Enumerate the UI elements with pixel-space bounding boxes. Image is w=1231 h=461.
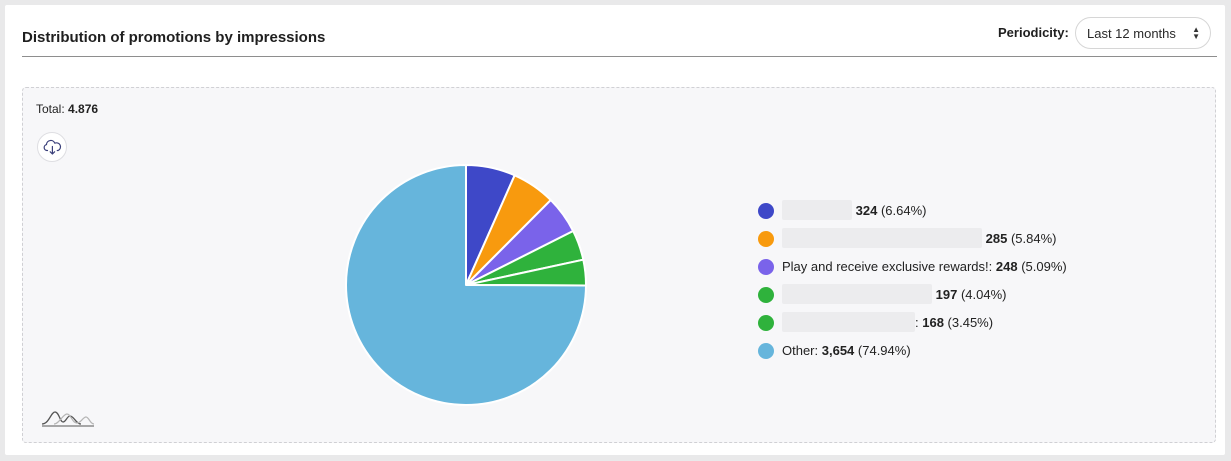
legend-value: 324 [855, 203, 878, 218]
legend-percent: (5.84%) [1007, 231, 1057, 246]
legend-percent: (3.45%) [943, 315, 994, 330]
legend-swatch [758, 287, 774, 303]
legend-value: 168 [922, 315, 944, 330]
legend-swatch [758, 315, 774, 331]
periodicity-label: Periodicity: [998, 25, 1069, 40]
legend-percent: (74.94%) [854, 343, 911, 358]
legend-percent: (4.04%) [957, 287, 1007, 302]
total-summary: Total: 4.876 [36, 102, 98, 116]
header-divider [22, 56, 1217, 57]
pie-slice-6[interactable] [345, 164, 587, 406]
chart-title: Distribution of promotions by impression… [22, 29, 326, 46]
periodicity-select-value: Last 12 months [1087, 26, 1176, 41]
legend-value: 3,654 [821, 343, 855, 358]
cloud-download-icon [43, 139, 62, 155]
legend-swatch [758, 343, 774, 359]
legend-swatch [758, 259, 774, 275]
redacted-label [782, 228, 982, 249]
legend-percent: (6.64%) [877, 203, 927, 218]
legend-series-name: Play and receive exclusive rewards!: [782, 259, 996, 274]
redacted-label [782, 200, 852, 221]
legend-value: 248 [995, 259, 1018, 274]
legend-series-name: Other: [782, 343, 822, 358]
sort-arrows-icon: ▲ ▼ [1192, 25, 1200, 41]
total-label: Total: [36, 102, 65, 116]
legend-label: 197 (4.04%) [782, 284, 1007, 305]
legend-swatch [758, 231, 774, 247]
legend-label: : 168 (3.45%) [782, 312, 994, 333]
pie-chart [345, 164, 587, 406]
periodicity-select[interactable]: Last 12 months ▲ ▼ [1075, 17, 1211, 49]
legend-label: 285 (5.84%) [782, 228, 1057, 249]
download-button[interactable] [37, 132, 67, 162]
legend-label: Play and receive exclusive rewards!: 248… [782, 259, 1067, 274]
redacted-label [782, 312, 915, 333]
legend-swatch [758, 203, 774, 219]
chart-card: Distribution of promotions by impression… [5, 5, 1225, 455]
legend-value: 197 [935, 287, 958, 302]
legend-percent: (5.09%) [1017, 259, 1067, 274]
legend-label: 324 (6.64%) [782, 200, 927, 221]
wave-logo-icon [41, 411, 95, 427]
legend-value: 285 [985, 231, 1008, 246]
total-value: 4.876 [68, 102, 99, 116]
redacted-label [782, 284, 932, 305]
legend-label: Other: 3,654 (74.94%) [782, 343, 911, 358]
chart-panel: Total: 4.876 324 (6.64%) 285 (5.84%) Play… [22, 87, 1216, 443]
